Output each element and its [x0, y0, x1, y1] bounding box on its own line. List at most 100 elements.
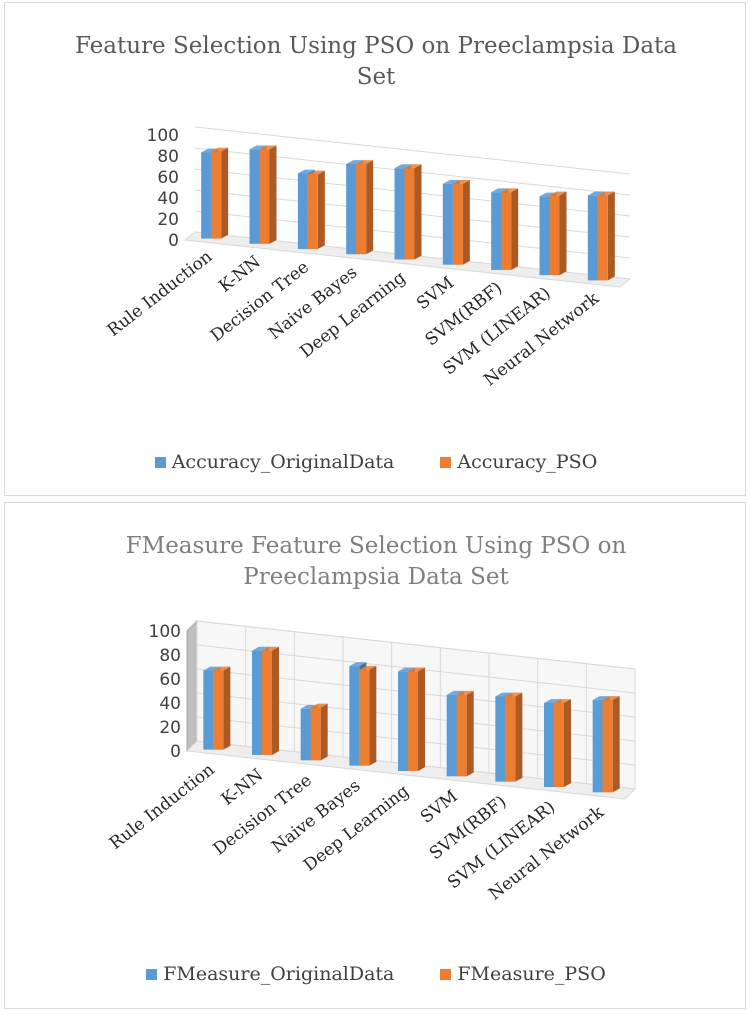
legend-swatch-original	[146, 968, 158, 980]
bar-top-pso	[211, 147, 229, 152]
bar-top-original	[249, 145, 267, 150]
bar-original	[249, 149, 260, 244]
bar-top-pso	[452, 180, 470, 184]
bar-side-pso	[366, 160, 374, 255]
bar-top-pso	[359, 665, 377, 670]
bar-original	[587, 195, 598, 281]
bar-side-pso	[414, 164, 422, 260]
bar-side-pso	[511, 188, 519, 270]
bar-top-original	[394, 164, 412, 169]
bar-pso	[505, 696, 516, 782]
legend-item-original: FMeasure_OriginalData	[146, 963, 394, 985]
x-tick-label: Rule Induction	[104, 247, 217, 341]
bar-side-pso	[515, 692, 523, 782]
bar-pso	[404, 168, 415, 260]
bar-original	[349, 666, 360, 766]
chart-title-line-2: Preeclampsia Data Set	[243, 564, 509, 590]
bar-top-original	[346, 160, 364, 164]
bar-original	[203, 670, 214, 750]
x-tick-label: Rule Induction	[106, 760, 219, 854]
bar-side-pso	[317, 170, 325, 250]
bar-side-pso	[462, 180, 470, 265]
y-tick-label: 0	[170, 742, 181, 762]
bar-original	[346, 163, 357, 255]
bar-top-original	[349, 662, 367, 667]
chart-title-line-1: Feature Selection Using PSO on Preeclamp…	[74, 33, 677, 59]
bar-original	[201, 152, 212, 239]
legend-label-original: Accuracy_OriginalData	[171, 451, 395, 473]
bar-top-original	[592, 696, 610, 700]
legend-swatch-pso	[440, 968, 452, 980]
bar-top-original	[297, 169, 315, 174]
bar-side-pso	[272, 646, 279, 755]
bar-top-pso	[404, 164, 422, 169]
bar-pso	[456, 694, 467, 777]
chart-panel-accuracy: Feature Selection Using PSO on Preeclamp…	[4, 2, 746, 496]
bar-original	[394, 168, 405, 260]
bar-top-original	[587, 191, 605, 196]
chart-title-line-1: FMeasure Feature Selection Using PSO on	[125, 533, 627, 559]
chart-title: Feature Selection Using PSO on Preeclamp…	[5, 31, 747, 93]
legend-label-pso: Accuracy_PSO	[457, 451, 598, 473]
bar-top-original	[491, 188, 509, 193]
bar-pso	[356, 163, 367, 255]
chart-title: FMeasure Feature Selection Using PSO on …	[5, 531, 747, 593]
x-tick-label: SVM	[417, 787, 462, 828]
gridline	[196, 620, 636, 670]
bar-pso	[213, 670, 224, 750]
bar-top-pso	[602, 696, 620, 700]
y-tick-label: 0	[168, 231, 179, 251]
y-tick-label: 40	[157, 189, 179, 209]
bar-side-pso	[559, 191, 567, 276]
y-tick-label: 100	[147, 126, 179, 146]
bar-top-pso	[262, 646, 279, 651]
bar-original	[442, 183, 453, 265]
legend-swatch-pso	[440, 456, 452, 468]
bar-top-original	[201, 148, 219, 153]
y-tick-label: 80	[157, 147, 179, 167]
bar-side-pso	[607, 191, 615, 281]
y-tick-label: 40	[159, 694, 181, 714]
y-tick-label: 60	[157, 168, 179, 188]
chart-title-line-2: Set	[356, 64, 396, 90]
bar-pso	[259, 149, 270, 244]
bar-side-pso	[418, 667, 425, 771]
y-tick-label: 80	[159, 646, 181, 666]
bar-top-original	[398, 667, 415, 672]
bar-pso	[307, 174, 318, 250]
bar-top-pso	[356, 160, 374, 164]
bar-side-pso	[612, 696, 620, 793]
bar-top-original	[442, 180, 460, 184]
legend-item-original: Accuracy_OriginalData	[154, 451, 395, 473]
bar-top-pso	[310, 703, 328, 708]
bar-pso	[211, 151, 222, 239]
bar-pso	[359, 669, 370, 766]
bar-pso	[597, 195, 608, 281]
x-tick-label: K-NN	[218, 765, 267, 810]
bar-original	[592, 699, 603, 793]
bar-pso	[262, 650, 272, 755]
y-tick-label: 20	[159, 718, 181, 738]
bar-original	[495, 696, 506, 782]
bar-original	[491, 192, 502, 270]
bar-pso	[602, 699, 613, 793]
bar-pso	[549, 195, 560, 276]
chart-panel-fmeasure: FMeasure Feature Selection Using PSO on …	[4, 502, 746, 1009]
bar-original	[446, 694, 457, 777]
bar-pso	[554, 703, 564, 787]
bar-top-pso	[307, 170, 325, 175]
bar-original	[297, 173, 308, 250]
bar-top-pso	[259, 145, 277, 150]
bar-top-pso	[456, 690, 474, 695]
legend-label-pso: FMeasure_PSO	[457, 963, 606, 985]
bar-side-pso	[369, 665, 377, 766]
bar-top-original	[495, 692, 513, 697]
bar-side-pso	[320, 703, 328, 761]
x-tick-label: SVM	[413, 273, 458, 314]
legend-swatch-original	[154, 456, 166, 468]
legend-item-pso: FMeasure_PSO	[440, 963, 606, 985]
bar-pso	[501, 192, 512, 270]
bar-side-pso	[269, 145, 277, 244]
bar-top-original	[544, 699, 561, 703]
